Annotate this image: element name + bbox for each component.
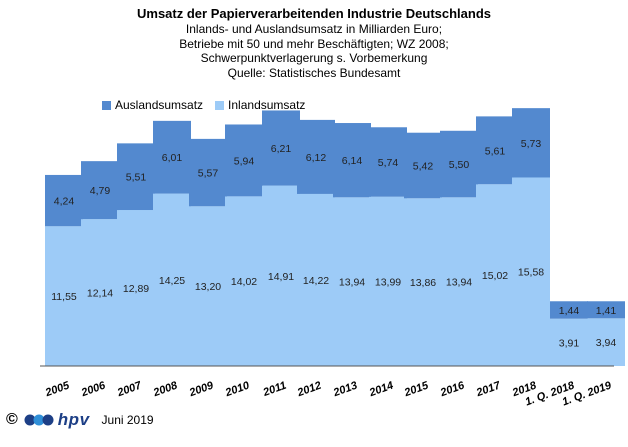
x-tick-label-4: 2009	[187, 379, 216, 399]
data-label-ausland-0: 4,24	[54, 196, 75, 208]
legend-swatch-ausland	[102, 100, 111, 110]
data-label-ausland-13: 5,73	[521, 138, 542, 150]
x-tick-label-0: 2005	[43, 379, 72, 399]
data-label-ausland-3: 6,01	[162, 152, 183, 164]
chart-header: Umsatz der Papierverarbeitenden Industri…	[0, 6, 628, 80]
bar-ausland-15	[587, 301, 625, 319]
bar-inland-2	[117, 210, 155, 366]
data-label-ausland-1: 4,79	[90, 185, 111, 197]
bar-ausland-6	[262, 110, 300, 186]
x-tick-label-9: 2014	[367, 380, 395, 400]
bar-inland-6	[262, 185, 300, 366]
copyright-icon: ©	[6, 411, 18, 428]
x-tick-label-7: 2012	[295, 380, 323, 400]
x-tick-label-2: 2007	[115, 379, 144, 399]
data-label-inland-15: 3,94	[596, 337, 617, 349]
data-label-ausland-5: 5,94	[234, 155, 255, 167]
data-label-inland-6: 14,91	[268, 271, 294, 283]
bars-layer: 11,55 4,24 12,14 4,79 12,89 5,51 14,25 6,01 13,2…	[45, 108, 625, 366]
chart-subtitle-line-3: Schwerpunktverlagerung s. Vorbemerkung	[200, 51, 428, 65]
x-tick-label-12: 2017	[474, 379, 503, 399]
bar-ausland-3	[153, 120, 191, 194]
x-tick-label-3: 2008	[151, 379, 180, 399]
bar-inland-7	[297, 193, 335, 366]
bar-inland-15	[587, 318, 625, 366]
bar-inland-4	[189, 206, 227, 366]
legend-item-inland: Inlandsumsatz	[215, 98, 305, 112]
bar-ausland-12	[476, 116, 514, 185]
bar-ausland-2	[117, 143, 155, 211]
data-label-ausland-15: 1,41	[596, 305, 617, 317]
bar-inland-3	[153, 193, 191, 366]
data-label-ausland-11: 5,50	[449, 159, 470, 171]
hpv-wordmark: hpv	[57, 410, 90, 429]
bar-ausland-4	[189, 138, 227, 207]
x-tick-labels: 2005 2006 2007 2008 2009 2010 2011 2012 2013 2014…	[43, 379, 614, 408]
data-label-inland-10: 13,86	[410, 277, 436, 289]
data-label-ausland-12: 5,61	[485, 145, 506, 157]
data-label-inland-12: 15,02	[482, 270, 508, 282]
data-label-ausland-10: 5,42	[413, 161, 434, 173]
data-label-ausland-6: 6,21	[271, 143, 292, 155]
footer-date: Juni 2019	[101, 413, 154, 427]
chart-subtitle-line-2: Betriebe mit 50 und mehr Beschäftigten; …	[179, 36, 449, 51]
data-label-inland-5: 14,02	[231, 276, 257, 288]
x-tick-label-8: 2013	[331, 380, 359, 400]
bar-ausland-8	[333, 123, 371, 198]
bar-inland-10	[404, 198, 442, 366]
data-label-ausland-2: 5,51	[126, 172, 147, 184]
bar-ausland-10	[404, 132, 442, 199]
bar-ausland-1	[81, 161, 119, 220]
data-label-ausland-7: 6,12	[306, 152, 327, 164]
chart-title: Umsatz der Papierverarbeitenden Industri…	[137, 6, 491, 21]
data-label-inland-13: 15,58	[518, 267, 544, 279]
x-tick-label-5: 2010	[223, 379, 252, 399]
bar-ausland-5	[225, 124, 263, 197]
bar-inland-8	[333, 197, 371, 366]
legend-label-inland: Inlandsumsatz	[228, 98, 306, 112]
data-label-inland-8: 13,94	[339, 277, 365, 289]
data-label-inland-2: 12,89	[123, 283, 149, 295]
data-label-ausland-14: 1,44	[559, 305, 580, 317]
chart-legend: Auslandsumsatz Inlandsumsatz	[102, 98, 305, 112]
bar-inland-11	[440, 197, 478, 366]
bar-ausland-14	[550, 301, 588, 319]
legend-label-ausland: Auslandsumsatz	[115, 98, 204, 112]
x-tick-label-6: 2011	[261, 380, 288, 400]
data-label-inland-9: 13,99	[375, 276, 401, 288]
data-label-inland-0: 11,55	[51, 291, 77, 303]
bar-ausland-0	[45, 174, 83, 227]
hpv-logo-mark-icon	[24, 414, 54, 426]
bar-inland-14	[550, 318, 588, 366]
bar-ausland-13	[512, 108, 550, 178]
legend-item-ausland: Auslandsumsatz	[102, 98, 203, 112]
data-label-ausland-4: 5,57	[198, 168, 219, 180]
bar-ausland-11	[440, 130, 478, 198]
chart-subtitle-line-1: Inlands- und Auslandsumsatz in Milliarde…	[185, 22, 443, 36]
data-label-inland-14: 3,91	[559, 337, 580, 349]
data-label-inland-1: 12,14	[87, 288, 113, 300]
legend-swatch-inland	[215, 100, 225, 110]
bar-inland-9	[369, 196, 407, 366]
data-label-inland-11: 13,94	[446, 277, 472, 289]
chart-subtitle-line-4: Quelle: Statistisches Bundesamt	[227, 65, 401, 80]
x-tick-label-10: 2015	[402, 379, 431, 399]
data-label-ausland-8: 6,14	[342, 155, 363, 167]
data-label-inland-7: 14,22	[303, 275, 329, 287]
data-label-ausland-9: 5,74	[378, 157, 399, 169]
bar-ausland-9	[369, 127, 407, 197]
data-label-inland-3: 14,25	[159, 275, 185, 287]
bar-inland-13	[512, 177, 550, 366]
bar-inland-0	[45, 226, 83, 366]
data-label-inland-4: 13,20	[195, 281, 221, 293]
bar-inland-1	[81, 219, 119, 366]
hpv-logo: hpv	[24, 410, 90, 430]
bar-ausland-7	[297, 119, 335, 194]
bar-inland-5	[225, 196, 263, 366]
bar-inland-12	[476, 184, 514, 366]
x-tick-label-1: 2006	[79, 379, 108, 399]
x-tick-label-11: 2016	[438, 379, 467, 399]
footer: © hpv Juni 2019	[6, 410, 154, 430]
